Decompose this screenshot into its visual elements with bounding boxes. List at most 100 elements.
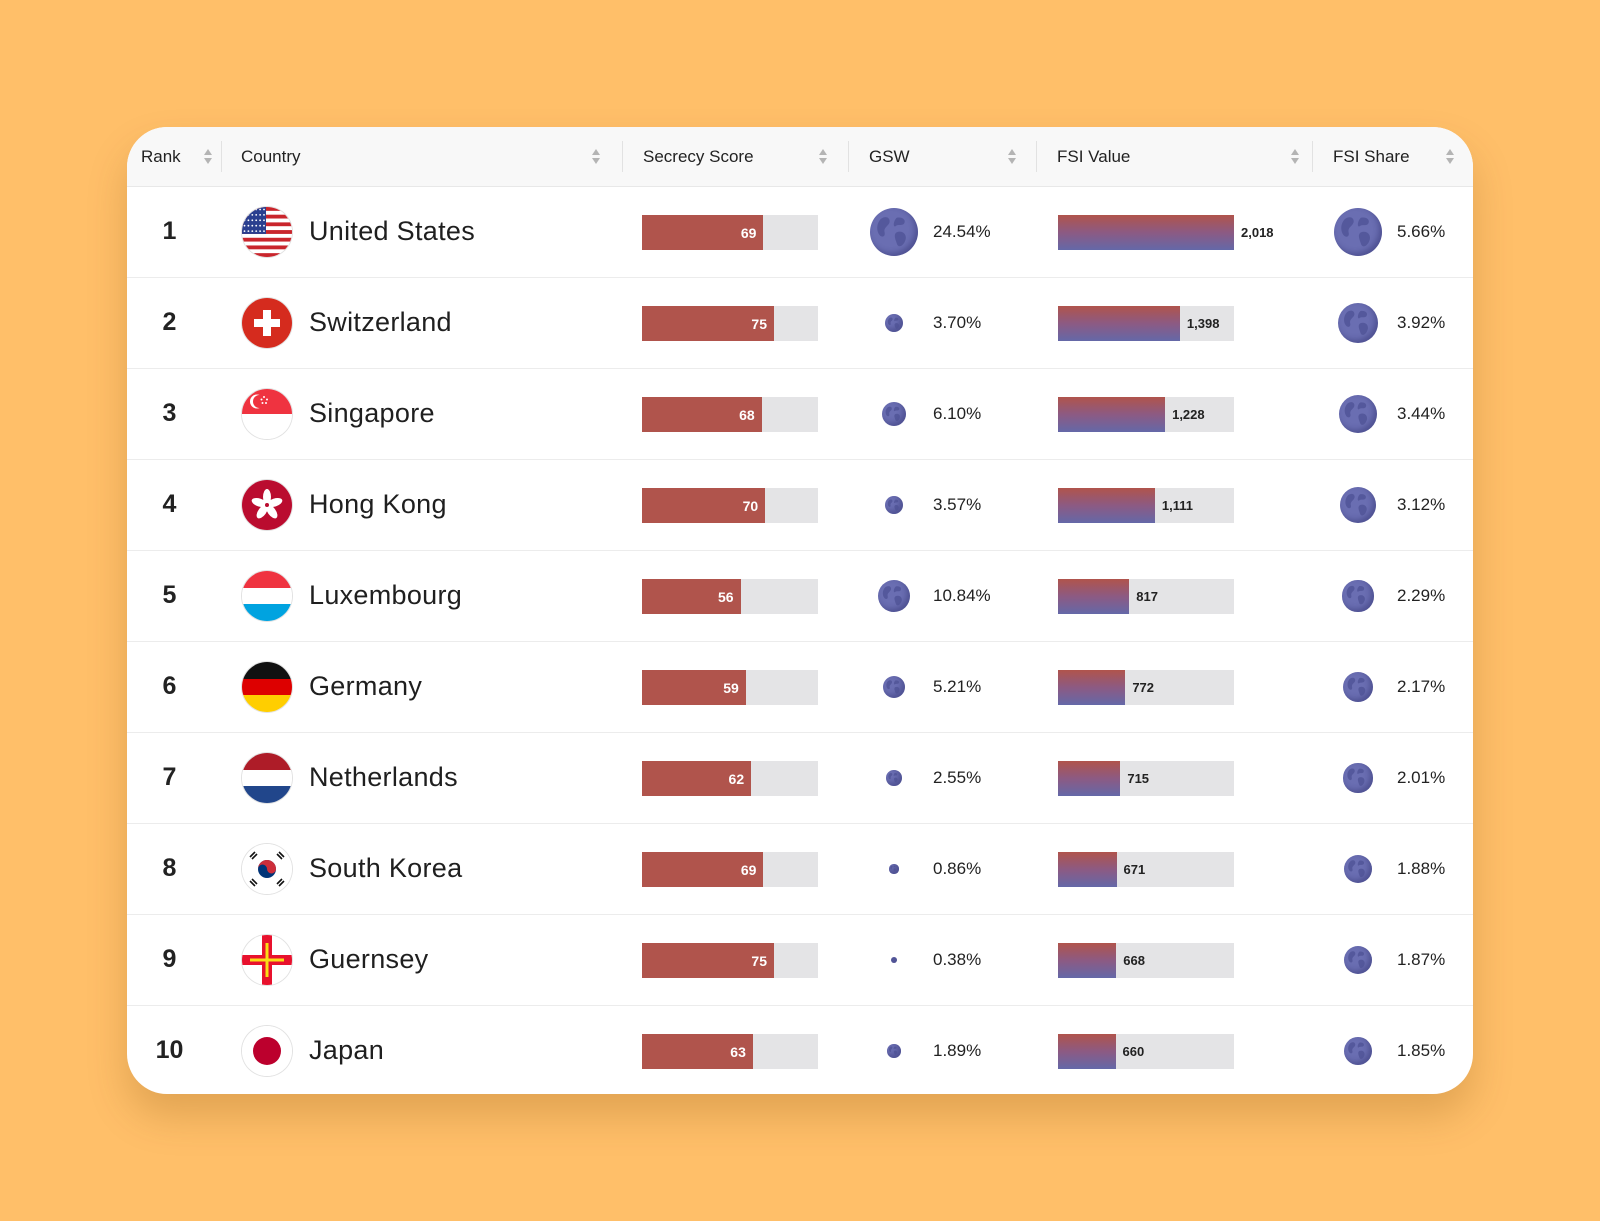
column-header-fsi-share[interactable]: FSI Share [1333, 127, 1454, 186]
gsw-value: 1.89% [933, 1040, 982, 1060]
kr-flag-icon [242, 844, 292, 894]
fsi-value-bar: 2,018 [1058, 215, 1274, 250]
fsi-value-bar: 715 [1058, 761, 1234, 796]
secrecy-score-bar-fill: 68 [642, 397, 762, 432]
fsi-value: 671 [1123, 862, 1146, 877]
gsw-value: 0.38% [933, 949, 982, 969]
fsi-value-bar-fill [1058, 488, 1155, 523]
fsi-value-bar-fill [1058, 852, 1117, 887]
sort-icon[interactable] [1445, 144, 1455, 168]
country-name[interactable]: Guernsey [309, 944, 429, 974]
fsi-share-value: 1.87% [1397, 949, 1446, 969]
fsi-value-bar-fill [1058, 397, 1166, 432]
gsw-value: 10.84% [933, 585, 991, 605]
lu-flag-icon [242, 571, 292, 621]
fsi-share-globe-icon [1342, 580, 1374, 612]
secrecy-score-value: 70 [742, 497, 759, 514]
secrecy-score-bar: 75 [642, 306, 818, 341]
fsi-value: 1,398 [1186, 316, 1220, 331]
sort-icon[interactable] [818, 144, 828, 168]
fsi-value: 660 [1122, 1044, 1145, 1059]
gsw-value: 24.54% [933, 221, 991, 241]
secrecy-score-value: 59 [723, 679, 739, 696]
country-name[interactable]: United States [309, 216, 475, 246]
gsw-value: 3.57% [933, 494, 982, 514]
fsi-share-globe-icon [1338, 394, 1377, 433]
secrecy-score-bar: 59 [642, 670, 818, 705]
fsi-value: 668 [1123, 953, 1145, 968]
gsw-globe-icon [882, 675, 906, 699]
column-header-fsi-value[interactable]: FSI Value [1057, 127, 1299, 186]
secrecy-score-value: 69 [740, 224, 757, 241]
fsi-share-globe-icon [1339, 486, 1377, 524]
gsw-globe-icon [889, 864, 899, 874]
fsi-share-globe-icon [1342, 671, 1374, 703]
rank-cell: 5 [162, 581, 177, 609]
secrecy-score-bar-fill: 69 [642, 215, 764, 250]
secrecy-score-bar-fill: 59 [642, 670, 746, 705]
country-name[interactable]: Netherlands [309, 762, 458, 792]
jp-flag-icon [242, 1026, 292, 1076]
nl-flag-icon [242, 753, 292, 803]
fsi-share-value: 1.88% [1397, 858, 1446, 878]
country-name[interactable]: South Korea [309, 853, 463, 883]
fsi-value-bar-fill [1058, 670, 1126, 705]
fsi-value-bar: 671 [1058, 852, 1234, 887]
secrecy-score-value: 75 [751, 315, 767, 332]
table-row[interactable]: 5 Luxembourg 56 10.84% 817 2.29% [127, 550, 1473, 642]
country-name[interactable]: Singapore [309, 398, 435, 428]
column-divider [1312, 141, 1313, 172]
fsi-share-globe-icon [1343, 763, 1373, 793]
table-row[interactable]: 4 Hong Kong 70 3.57% 1,111 3.12% [127, 459, 1473, 551]
gsw-value: 5.21% [933, 676, 982, 696]
country-name[interactable]: Hong Kong [309, 489, 447, 519]
column-header-gsw[interactable]: GSW [869, 127, 1016, 186]
fsi-value-bar-fill [1058, 579, 1130, 614]
table-row[interactable]: 10 Japan 63 1.89% 660 1.85% [127, 1005, 1473, 1094]
secrecy-score-bar-fill: 75 [642, 306, 774, 341]
fsi-value-bar-fill [1058, 1034, 1116, 1069]
fsi-value-bar-fill [1058, 761, 1121, 796]
de-flag-icon [242, 662, 292, 712]
sort-icon[interactable] [203, 144, 213, 168]
secrecy-score-bar-fill: 62 [642, 761, 752, 796]
country-name[interactable]: Switzerland [309, 307, 452, 337]
secrecy-score-bar: 63 [642, 1034, 818, 1069]
table-row[interactable]: 7 Netherlands 62 2.55% 715 2.01% [127, 732, 1473, 824]
secrecy-score-value: 68 [739, 406, 755, 423]
table-row[interactable]: 2 Switzerland 75 3.70% 1,398 3.92% [127, 277, 1473, 369]
gsw-globe-icon [884, 495, 904, 515]
secrecy-score-bar-fill: 69 [642, 852, 764, 887]
column-header-secrecy-score[interactable]: Secrecy Score [643, 127, 827, 186]
fsi-value-bar: 668 [1058, 943, 1234, 978]
rank-cell: 2 [162, 308, 177, 336]
country-name[interactable]: Japan [309, 1035, 385, 1065]
secrecy-score-bar-fill: 70 [642, 488, 766, 523]
fsi-value: 772 [1132, 680, 1155, 695]
table-row[interactable]: 1 United States 69 24.54% 2,018 5.66% [127, 186, 1473, 278]
table-row[interactable]: 8 South Korea 69 0.86% 671 1.88% [127, 823, 1473, 915]
us-flag-icon [242, 207, 292, 257]
fsi-share-globe-icon [1333, 207, 1383, 257]
rank-cell: 6 [162, 672, 177, 700]
secrecy-score-value: 62 [728, 770, 745, 787]
gsw-value: 6.10% [933, 403, 982, 423]
sort-icon[interactable] [591, 144, 601, 168]
column-divider [848, 141, 849, 172]
country-name[interactable]: Luxembourg [309, 580, 463, 610]
rank-cell: 1 [162, 217, 177, 245]
column-header-country[interactable]: Country [241, 127, 600, 186]
country-name[interactable]: Germany [309, 671, 423, 701]
column-header-rank[interactable]: Rank [141, 127, 212, 186]
table-row[interactable]: 6 Germany 59 5.21% 772 2.17% [127, 641, 1473, 733]
table-row[interactable]: 9 Guernsey 75 0.38% 668 1.87% [127, 914, 1473, 1006]
gsw-value: 2.55% [933, 767, 982, 787]
sort-icon[interactable] [1290, 144, 1300, 168]
fsi-value-bar: 817 [1058, 579, 1234, 614]
fsi-share-globe-icon [1337, 302, 1379, 344]
secrecy-score-value: 75 [751, 952, 767, 969]
secrecy-score-bar-fill: 75 [642, 943, 774, 978]
sort-icon[interactable] [1007, 144, 1017, 168]
table-row[interactable]: 3 Singapore 68 6.10% 1,228 3.44% [127, 368, 1473, 460]
secrecy-score-value: 69 [740, 861, 757, 878]
